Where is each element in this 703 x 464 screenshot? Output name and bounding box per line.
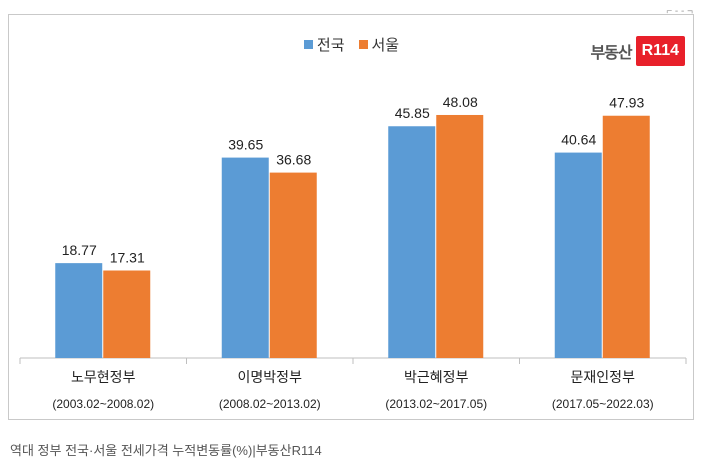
x-tick-label: 노무현정부 <box>71 370 136 386</box>
chart-caption: 역대 정부 전국·서울 전세가격 누적변동률(%)|부동산R114 <box>10 443 322 458</box>
x-tick-period: (2003.02~2008.02) <box>52 397 154 411</box>
legend-item-nationwide: 전국 <box>303 34 345 55</box>
x-tick-label: 박근혜정부 <box>404 370 469 386</box>
chart-legend: 전국 서울 <box>0 34 703 55</box>
x-tick-label: 이명박정부 <box>238 370 303 386</box>
bar-seoul <box>436 114 484 359</box>
bar-seoul <box>602 115 650 359</box>
data-label: 17.31 <box>110 250 145 266</box>
x-tick-period: (2017.05~2022.03) <box>552 397 654 411</box>
bar-seoul <box>269 172 317 358</box>
x-tick-label: 문재인정부 <box>571 370 636 386</box>
legend-swatch-nationwide <box>303 40 313 49</box>
data-label: 47.93 <box>609 95 644 111</box>
bar-nationwide <box>388 126 436 359</box>
data-label: 36.68 <box>276 152 311 168</box>
bar-nationwide <box>554 152 602 358</box>
bar-nationwide <box>221 157 269 358</box>
legend-swatch-seoul <box>358 40 368 49</box>
data-label: 40.64 <box>561 132 596 148</box>
data-label: 39.65 <box>228 137 263 153</box>
data-label: 48.08 <box>443 94 478 110</box>
legend-label-seoul: 서울 <box>371 37 400 54</box>
corner-decoration: ⌐ ‑ ‑ ¬ <box>666 6 693 17</box>
logo-text: 부동산 <box>590 45 632 62</box>
legend-item-seoul: 서울 <box>358 34 400 55</box>
r114-logo: 부동산 R114 <box>590 36 685 66</box>
data-label: 45.85 <box>395 105 430 121</box>
legend-label-nationwide: 전국 <box>316 37 345 54</box>
data-label: 18.77 <box>62 242 97 258</box>
logo-badge: R114 <box>635 36 685 66</box>
x-tick-period: (2008.02~2013.02) <box>219 397 321 411</box>
bar-nationwide <box>55 263 103 358</box>
x-tick-period: (2013.02~2017.05) <box>385 397 487 411</box>
bar-seoul <box>103 270 151 358</box>
